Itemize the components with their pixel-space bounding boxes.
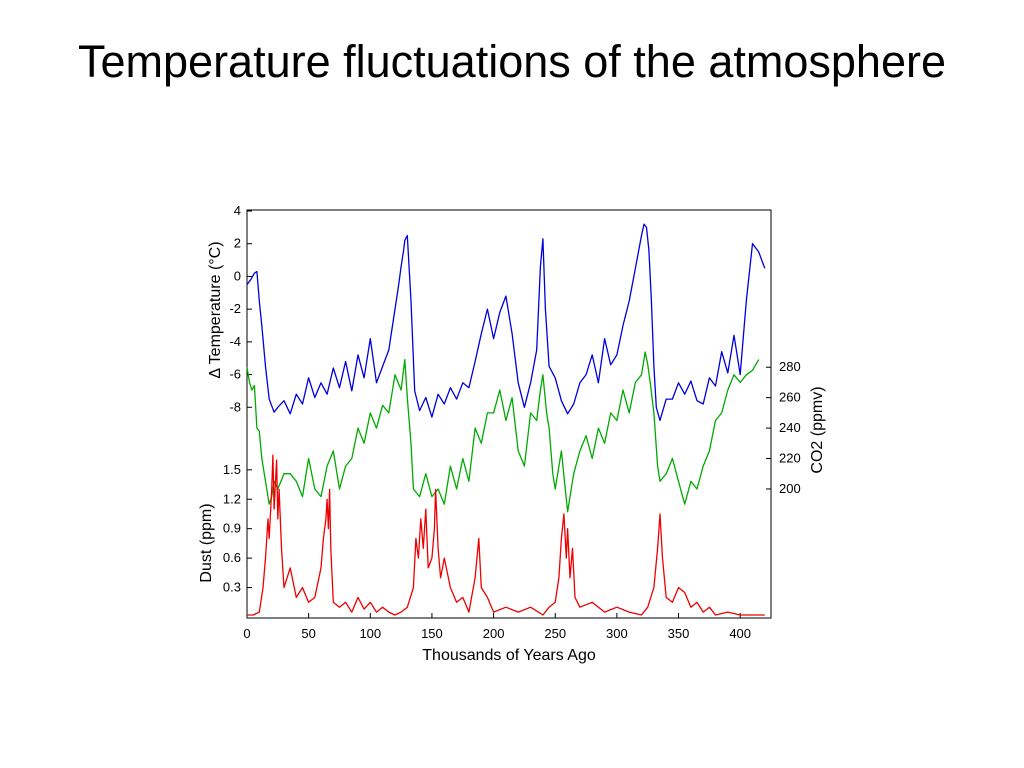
dust-y-tick-label: 0.9 (223, 521, 241, 536)
dust-y-tick-label: 0.3 (223, 580, 241, 595)
x-tick-label: 300 (606, 626, 628, 641)
dust-y-tick-label: 1.2 (223, 491, 241, 506)
x-tick-label: 100 (359, 626, 381, 641)
x-tick-label: 200 (483, 626, 505, 641)
x-tick-label: 250 (544, 626, 566, 641)
dust-axis-title: Dust (ppm) (198, 503, 215, 582)
co2-series-line (246, 351, 760, 513)
x-tick-label: 150 (421, 626, 443, 641)
co2-y-tick-label: 200 (779, 481, 801, 496)
temperature-axis-title: Δ Temperature (°C) (207, 241, 224, 378)
chart-marks: 0 50 100 150 200 250 300 350 400 4 2 0 -2 -4 -6 -8 280 26… (223, 203, 801, 641)
co2-y-tick-label: 220 (779, 451, 801, 466)
co2-y-tick-label: 260 (779, 390, 801, 405)
co2-y-tick-label: 280 (779, 359, 801, 374)
temperature-y-tick-label: -6 (229, 367, 241, 382)
temperature-y-tick-label: 2 (234, 236, 241, 251)
temperature-y-tick-label: -8 (229, 399, 241, 414)
x-tick-label: 400 (729, 626, 751, 641)
plot-frame (246, 209, 772, 619)
temperature-series-line (246, 223, 766, 422)
x-tick-label: 0 (243, 626, 250, 641)
temperature-y-tick-label: 4 (234, 203, 241, 218)
temperature-y-tick-label: -4 (229, 334, 241, 349)
dust-y-tick-label: 0.6 (223, 550, 241, 565)
slide-title: Temperature fluctuations of the atmosphe… (78, 36, 946, 87)
co2-axis-title: CO2 (ppmv) (809, 386, 826, 473)
x-tick-label: 350 (668, 626, 690, 641)
temperature-y-tick-label: 0 (234, 268, 241, 283)
co2-y-tick-label: 240 (779, 420, 801, 435)
dust-y-tick-label: 1.5 (223, 462, 241, 477)
temperature-y-tick-label: -2 (229, 301, 241, 316)
x-tick-label: 50 (301, 626, 315, 641)
dust-series-line (247, 454, 765, 616)
x-axis-title: Thousands of Years Ago (422, 647, 596, 664)
